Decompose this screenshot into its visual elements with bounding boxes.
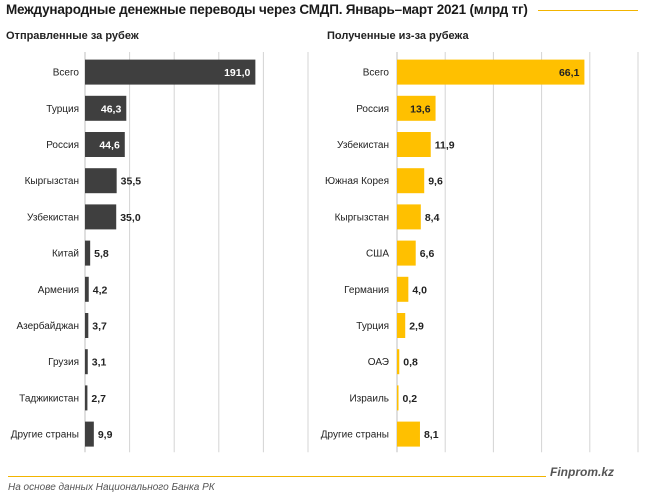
sent-bar <box>85 313 89 338</box>
sent-panel-title: Отправленные за рубеж <box>6 30 139 42</box>
footer-rule <box>8 476 546 477</box>
received-category-label: Израиль <box>349 393 389 404</box>
sent-value-label: 191,0 <box>224 67 250 79</box>
sent-category-label: Азербайджан <box>16 320 79 332</box>
received-bar <box>397 385 399 411</box>
received-category-label: ОАЭ <box>368 357 389 368</box>
sent-category-label: Китай <box>52 249 79 260</box>
sent-category-label: Другие страны <box>11 430 79 441</box>
sent-value-label: 35,5 <box>121 176 142 188</box>
received-value-label: 8,4 <box>425 212 440 224</box>
sent-category-label: Всего <box>53 68 80 79</box>
sent-bar <box>85 421 94 447</box>
received-category-label: Россия <box>356 104 389 115</box>
sent-value-label: 3,7 <box>92 321 107 333</box>
sent-category-label: Армения <box>38 285 79 296</box>
received-category-label: Узбекистан <box>337 139 389 151</box>
received-value-label: 13,6 <box>410 103 431 115</box>
received-bar <box>397 168 425 194</box>
sent-category-label: Грузия <box>48 357 79 368</box>
received-category-label: Германия <box>344 285 389 296</box>
received-bar <box>397 313 406 338</box>
received-bar <box>397 349 400 375</box>
sent-value-label: 4,2 <box>93 284 108 296</box>
received-category-label: Южная Корея <box>325 176 389 187</box>
sent-chart: Всего 191,0 Турция 46,3 Россия 44,6 Кыргызстан… <box>11 52 309 453</box>
sent-category-label: Турция <box>46 104 79 115</box>
sent-bar <box>85 240 91 266</box>
sent-bar <box>85 95 127 121</box>
received-value-label: 66,1 <box>559 67 580 79</box>
received-value-label: 4,0 <box>412 284 427 296</box>
sent-value-label: 5,8 <box>94 248 109 260</box>
received-bar <box>397 95 436 121</box>
received-value-label: 0,8 <box>403 357 418 369</box>
sent-category-label: Россия <box>46 140 79 151</box>
sent-category-label: Узбекистан <box>27 211 79 223</box>
sent-bar <box>85 132 125 157</box>
sent-bar <box>85 276 89 302</box>
received-value-label: 6,6 <box>420 248 435 260</box>
received-value-label: 11,9 <box>435 140 455 152</box>
received-category-label: США <box>366 249 389 260</box>
footer-note: На основе данных Национального Банка РК <box>8 482 215 493</box>
received-chart: Всего 66,1 Россия 13,6 Узбекистан 11,9 Южная К… <box>321 52 639 453</box>
received-bar <box>397 240 416 266</box>
received-value-label: 8,1 <box>424 429 439 441</box>
title-rule <box>538 10 638 11</box>
received-value-label: 0,2 <box>403 393 418 405</box>
sent-value-label: 2,7 <box>91 393 106 405</box>
received-category-label: Всего <box>363 68 390 79</box>
sent-bar <box>85 349 88 375</box>
sent-category-label: Кыргызстан <box>25 176 79 187</box>
brand-label: Finprom.kz <box>550 465 615 479</box>
received-bar <box>397 421 420 447</box>
sent-value-label: 35,0 <box>120 212 141 224</box>
received-value-label: 9,6 <box>428 176 443 188</box>
sent-value-label: 3,1 <box>92 357 107 369</box>
sent-bar <box>85 204 117 230</box>
sent-value-label: 46,3 <box>101 103 122 115</box>
sent-value-label: 44,6 <box>99 140 120 152</box>
sent-category-label: Таджикистан <box>19 393 79 404</box>
received-bar <box>397 132 431 157</box>
chart-title: Международные денежные переводы через СМ… <box>6 2 528 17</box>
received-bar <box>397 204 421 230</box>
received-category-label: Турция <box>356 321 389 332</box>
received-bar <box>397 276 409 302</box>
received-category-label: Кыргызстан <box>335 212 389 223</box>
sent-value-label: 9,9 <box>98 429 113 441</box>
sent-bar <box>85 168 117 194</box>
received-panel-title: Полученные из-за рубежа <box>327 30 469 42</box>
received-bar <box>397 59 585 85</box>
received-category-label: Другие страны <box>321 430 389 441</box>
sent-bar <box>85 59 256 85</box>
sent-bar <box>85 385 88 411</box>
received-value-label: 2,9 <box>409 321 424 333</box>
